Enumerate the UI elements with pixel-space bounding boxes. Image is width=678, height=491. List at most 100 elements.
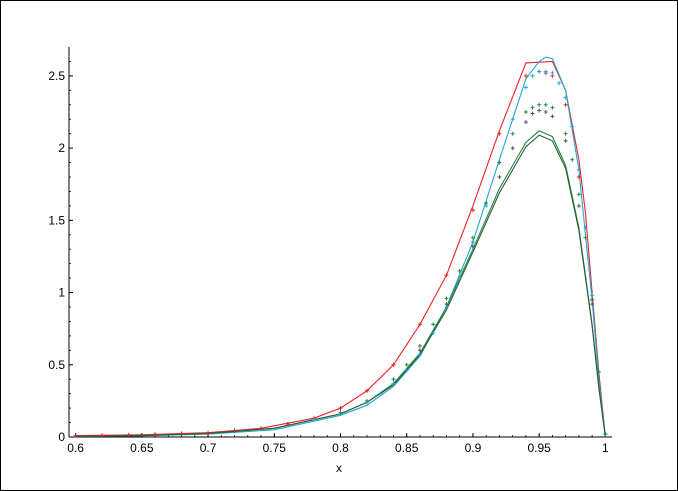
data-point bbox=[404, 362, 409, 367]
data-point bbox=[576, 192, 581, 197]
data-point bbox=[576, 167, 581, 172]
data-point bbox=[550, 114, 555, 119]
data-point bbox=[457, 276, 462, 281]
series-markers bbox=[73, 69, 608, 438]
data-point bbox=[391, 377, 396, 382]
data-point bbox=[312, 417, 317, 422]
data-point bbox=[417, 344, 422, 348]
data-point bbox=[259, 426, 264, 431]
data-point bbox=[590, 297, 595, 302]
series-line-1 bbox=[75, 56, 606, 438]
data-point bbox=[338, 406, 343, 411]
data-point bbox=[583, 225, 588, 230]
axes bbox=[68, 47, 612, 438]
data-point bbox=[530, 73, 535, 78]
data-point bbox=[73, 433, 78, 438]
series-line-3 bbox=[75, 134, 606, 438]
series-line-2 bbox=[75, 130, 606, 438]
y-tick-label: 0 bbox=[58, 430, 65, 444]
y-tick-label: 1 bbox=[58, 286, 65, 300]
y-tick-label: 1.5 bbox=[48, 213, 65, 227]
data-point bbox=[470, 235, 475, 240]
data-point bbox=[497, 131, 502, 136]
x-axis-label: x bbox=[336, 461, 342, 475]
data-point bbox=[444, 296, 449, 301]
data-point bbox=[543, 110, 548, 114]
data-point bbox=[364, 388, 369, 393]
data-point bbox=[563, 95, 568, 100]
x-tick-label: 0.65 bbox=[130, 441, 154, 455]
x-tick-label: 0.9 bbox=[465, 441, 482, 455]
series-line-0 bbox=[75, 60, 606, 438]
data-point bbox=[404, 368, 409, 373]
data-point bbox=[557, 81, 562, 86]
data-point bbox=[444, 302, 449, 307]
data-point bbox=[417, 348, 422, 353]
x-tick-label: 1 bbox=[602, 441, 609, 455]
data-point bbox=[563, 138, 568, 143]
data-point bbox=[431, 331, 436, 335]
data-point bbox=[537, 102, 542, 107]
series-curves bbox=[75, 56, 606, 438]
x-tick-label: 0.8 bbox=[332, 441, 349, 455]
x-tick-label: 0.7 bbox=[200, 441, 217, 455]
data-point bbox=[153, 432, 158, 437]
data-point bbox=[417, 352, 422, 357]
data-point bbox=[484, 201, 489, 205]
data-point bbox=[530, 105, 535, 110]
x-tick-label: 0.75 bbox=[263, 441, 287, 455]
data-point bbox=[378, 391, 383, 396]
data-point bbox=[285, 422, 290, 426]
data-point bbox=[391, 381, 396, 386]
data-point bbox=[523, 85, 528, 90]
data-point bbox=[576, 203, 581, 208]
data-point bbox=[570, 124, 575, 129]
data-point bbox=[583, 235, 588, 240]
data-point bbox=[179, 431, 184, 436]
y-tick-label: 2.5 bbox=[48, 69, 65, 83]
data-point bbox=[431, 322, 436, 327]
data-point bbox=[563, 102, 568, 107]
data-point bbox=[497, 175, 502, 179]
data-point bbox=[590, 293, 595, 298]
data-point bbox=[510, 146, 515, 151]
data-point bbox=[497, 160, 502, 165]
y-tick-label: 0.5 bbox=[48, 358, 65, 372]
data-point bbox=[470, 208, 475, 213]
y-tick-label: 2 bbox=[58, 141, 65, 155]
data-point bbox=[537, 108, 542, 113]
data-point bbox=[537, 69, 542, 74]
data-point bbox=[126, 432, 131, 437]
data-point bbox=[550, 105, 555, 110]
data-point bbox=[457, 268, 462, 273]
data-point bbox=[510, 117, 515, 122]
data-point bbox=[596, 370, 601, 374]
data-point bbox=[391, 362, 396, 367]
data-point bbox=[550, 71, 555, 75]
data-point bbox=[603, 432, 608, 437]
data-point bbox=[232, 428, 237, 433]
data-point bbox=[100, 433, 105, 438]
data-point bbox=[523, 120, 528, 125]
data-point bbox=[543, 69, 548, 74]
data-point bbox=[470, 244, 475, 249]
x-tick-label: 0.85 bbox=[395, 441, 419, 455]
data-point bbox=[543, 102, 548, 107]
data-point bbox=[590, 302, 595, 307]
data-point bbox=[570, 157, 575, 162]
data-point bbox=[523, 73, 528, 78]
x-tick-label: 0.95 bbox=[527, 441, 551, 455]
data-point bbox=[510, 131, 515, 136]
data-point bbox=[576, 175, 581, 179]
data-point bbox=[417, 322, 422, 327]
data-point bbox=[530, 111, 535, 116]
tick-labels: 0.6 0.65 0.7 0.75 0.8 0.85 0.9 0.95 1 0 0.5 1 1.5 2 2.… bbox=[48, 69, 609, 455]
data-point bbox=[470, 240, 475, 244]
x-tick-label: 0.6 bbox=[67, 441, 84, 455]
data-point bbox=[523, 110, 528, 114]
data-point bbox=[563, 131, 568, 136]
data-point bbox=[364, 398, 369, 403]
data-point bbox=[206, 430, 211, 435]
data-point bbox=[338, 410, 343, 415]
